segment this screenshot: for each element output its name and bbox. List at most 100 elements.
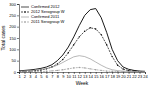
- tick-label: 16: [99, 74, 104, 79]
- point: [68, 52, 69, 53]
- tick: 8: [57, 72, 60, 79]
- y-axis: 0 50 100 150 200 250 300: [9, 2, 19, 75]
- tick: 6: [46, 72, 49, 79]
- x-axis: 123456789101112131415161718192021222324: [18, 72, 148, 79]
- tick-label: 24: [143, 74, 148, 79]
- tick: 100: [9, 47, 19, 52]
- point: [133, 71, 134, 72]
- tick-label: 9: [62, 74, 65, 79]
- legend-swatch: [21, 7, 29, 8]
- chart: 1234567891011121314151617181920212223240…: [0, 0, 150, 86]
- point: [40, 71, 41, 72]
- point: [117, 71, 118, 72]
- point: [100, 70, 101, 71]
- tick: 0: [14, 70, 19, 75]
- legend-swatch: [21, 17, 29, 18]
- tick-label: 15: [94, 74, 99, 79]
- tick-label: 14: [88, 74, 93, 79]
- tick-label: 21: [127, 74, 132, 79]
- tick-label: 19: [116, 74, 121, 79]
- tick-label: 12: [78, 74, 83, 79]
- point: [139, 71, 140, 72]
- point: [79, 36, 80, 37]
- tick-label: 1: [18, 74, 21, 79]
- tick-label: 3: [29, 74, 32, 79]
- tick-label: 150: [9, 36, 16, 41]
- point: [111, 71, 112, 72]
- legend-swatch: [21, 12, 29, 13]
- tick-mark: [17, 27, 19, 28]
- tick-label: 11: [72, 74, 77, 79]
- point: [29, 71, 30, 72]
- legend-marker: [24, 21, 25, 22]
- point: [144, 71, 145, 72]
- tick-mark: [17, 49, 19, 50]
- tick: 18: [110, 72, 115, 79]
- tick-label: 8: [57, 74, 60, 79]
- tick-label: 2: [24, 74, 27, 79]
- point: [35, 71, 36, 72]
- tick-mark: [17, 15, 19, 16]
- point: [90, 68, 91, 69]
- point: [106, 70, 107, 71]
- tick: 50: [12, 58, 19, 63]
- point: [128, 71, 129, 72]
- point: [19, 71, 20, 72]
- point: [122, 71, 123, 72]
- tick: 14: [88, 72, 93, 79]
- point: [133, 70, 134, 71]
- tick-mark: [17, 38, 19, 39]
- tick: 13: [83, 72, 88, 79]
- tick: 21: [127, 72, 132, 79]
- legend-item: 2011 Serogroup W: [21, 19, 65, 24]
- series-line: [19, 9, 145, 72]
- tick-label: 300: [9, 2, 16, 7]
- point: [51, 70, 52, 71]
- series-line: [19, 56, 145, 72]
- tick: 23: [138, 72, 143, 79]
- point: [73, 44, 74, 45]
- legend-marker: [24, 11, 25, 12]
- series-line: [19, 28, 145, 72]
- point: [57, 63, 58, 64]
- tick: 9: [62, 72, 65, 79]
- tick-label: 50: [12, 58, 17, 63]
- legend: Confirmed 20122012 Serogroup WConfirmed …: [21, 4, 65, 24]
- tick: 1: [18, 72, 21, 79]
- tick-label: 100: [9, 47, 16, 52]
- point: [95, 28, 96, 29]
- tick: 300: [9, 2, 19, 7]
- point: [144, 71, 145, 72]
- legend-label: 2011 Serogroup W: [31, 19, 65, 24]
- tick-label: 23: [138, 74, 143, 79]
- tick: 22: [132, 72, 137, 79]
- tick: 15: [94, 72, 99, 79]
- point: [100, 34, 101, 35]
- point: [84, 67, 85, 68]
- legend-swatch: [21, 22, 29, 23]
- tick: 10: [67, 72, 72, 79]
- tick-label: 13: [83, 74, 88, 79]
- point: [106, 44, 107, 45]
- series-line: [19, 67, 145, 71]
- tick: 17: [105, 72, 110, 79]
- point: [46, 71, 47, 72]
- tick-label: 10: [67, 74, 72, 79]
- tick-label: 250: [9, 13, 16, 18]
- tick: 4: [35, 72, 38, 79]
- tick: 20: [121, 72, 126, 79]
- tick: 5: [40, 72, 43, 79]
- tick-label: 5: [40, 74, 43, 79]
- tick: 150: [9, 36, 19, 41]
- tick-label: 7: [51, 74, 54, 79]
- tick: 24: [143, 72, 148, 79]
- tick-label: 6: [46, 74, 49, 79]
- point: [139, 71, 140, 72]
- tick-mark: [17, 72, 19, 73]
- tick: 7: [51, 72, 54, 79]
- point: [95, 69, 96, 70]
- point: [62, 59, 63, 60]
- point: [68, 68, 69, 69]
- tick: 200: [9, 24, 19, 29]
- tick: 16: [99, 72, 104, 79]
